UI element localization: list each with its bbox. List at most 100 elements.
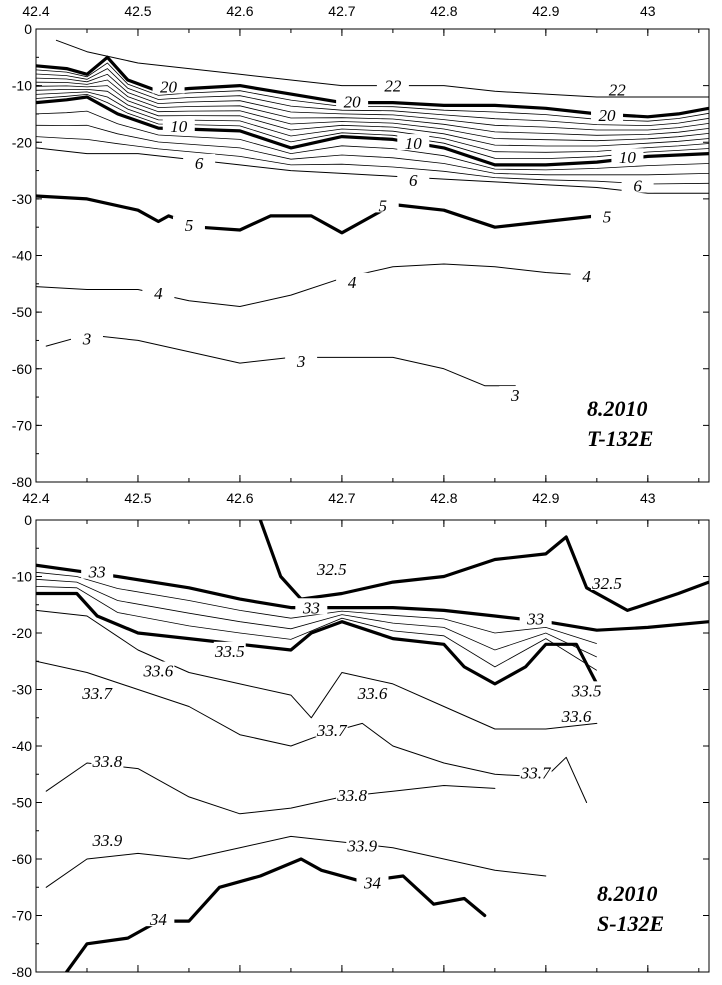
- contour-line-22: [55, 39, 709, 98]
- contour-label: 33.6: [142, 662, 173, 681]
- y-tick-label: -30: [12, 191, 32, 207]
- contour-label: 33: [88, 563, 106, 582]
- contour-label: 10: [619, 148, 637, 167]
- contour-label: 6: [633, 177, 642, 196]
- contour-label-bg: [81, 684, 114, 701]
- contour-label: 4: [582, 267, 591, 286]
- contour-line-intermediate: [36, 110, 709, 171]
- y-tick-label: -60: [12, 361, 32, 377]
- contour-label-bg: [591, 573, 624, 590]
- contour-label-bg: [570, 267, 603, 284]
- contour-label: 33.8: [336, 786, 367, 805]
- contour-label-bg: [172, 216, 205, 233]
- y-tick-label: 0: [24, 21, 32, 37]
- x-tick-label: 42.4: [22, 3, 49, 19]
- y-tick-label: -80: [12, 474, 32, 490]
- x-tick-label: 42.4: [22, 490, 49, 506]
- contour-label-bg: [346, 836, 379, 853]
- x-tick-label: 43: [640, 3, 656, 19]
- contour-line-33: [36, 563, 709, 632]
- contour-label-bg: [611, 148, 644, 165]
- contour-line-33-7: [36, 660, 588, 803]
- contour-label-bg: [560, 706, 593, 723]
- contour-label-bg: [315, 559, 348, 576]
- contour-label: 22: [609, 80, 627, 99]
- contour-label-bg: [519, 609, 552, 626]
- y-tick-label: -80: [12, 964, 32, 980]
- contour-label-bg: [213, 641, 246, 658]
- contour-label: 6: [409, 171, 418, 190]
- contour-line-intermediate: [36, 578, 597, 658]
- contour-label-bg: [519, 763, 552, 780]
- contour-label-bg: [397, 170, 430, 187]
- contour-label: 33.7: [81, 684, 113, 703]
- y-tick-label: -60: [12, 851, 32, 867]
- contour-label: 4: [348, 273, 357, 292]
- section-stamp: T-132E: [587, 426, 653, 451]
- contour-label-bg: [152, 77, 185, 94]
- contour-line-intermediate: [36, 73, 709, 131]
- contour-line-intermediate: [36, 136, 709, 185]
- y-tick-label: -30: [12, 682, 32, 698]
- y-tick-label: -40: [12, 248, 32, 264]
- y-tick-label: -40: [12, 738, 32, 754]
- contour-line-10: [36, 95, 709, 167]
- contour-label: 10: [405, 134, 423, 153]
- contour-label: 33.8: [92, 752, 123, 771]
- contour-label-bg: [356, 684, 389, 701]
- contour-label: 33: [526, 610, 544, 629]
- y-tick-label: -70: [12, 417, 32, 433]
- contour-label: 22: [384, 76, 402, 95]
- section-stamp: S-132E: [597, 911, 664, 936]
- contour-label-bg: [70, 329, 103, 346]
- x-tick-label: 42.5: [124, 490, 151, 506]
- contour-line-intermediate: [36, 91, 709, 153]
- contour-label: 3: [510, 386, 520, 405]
- contour-label-bg: [591, 105, 624, 122]
- contour-line-6: [36, 147, 709, 194]
- x-tick-label: 42.8: [430, 490, 457, 506]
- y-tick-label: -70: [12, 908, 32, 924]
- contour-label-bg: [356, 873, 389, 890]
- contour-label: 33.7: [520, 763, 552, 782]
- y-tick-label: -10: [12, 78, 32, 94]
- contour-label: 20: [344, 93, 362, 112]
- contour-line-intermediate: [36, 571, 597, 644]
- contour-label: 33.6: [357, 684, 388, 703]
- contour-label: 33.7: [316, 721, 348, 740]
- contour-label-bg: [142, 661, 175, 678]
- contour-line-intermediate: [36, 79, 709, 136]
- contour-label-bg: [397, 134, 430, 151]
- contour-label-bg: [499, 386, 532, 403]
- contour-label-bg: [336, 92, 369, 109]
- contour-line-33-9: [45, 835, 547, 888]
- contour-label-bg: [91, 751, 124, 768]
- y-tick-label: -20: [12, 625, 32, 641]
- contour-line-intermediate: [36, 93, 709, 160]
- date-stamp: 8.2010: [597, 881, 658, 906]
- contour-label: 33.6: [561, 707, 592, 726]
- contour-lines: [36, 39, 709, 387]
- contour-line-34: [65, 857, 487, 972]
- contour-line-3: [45, 334, 516, 387]
- contour-label: 5: [185, 216, 194, 235]
- chart-panel-bottom: 0 -10 -20 -30 -40 -50 -60 -70 -80 42.4 42.5 42.6 42.…: [12, 490, 710, 980]
- contour-line-intermediate: [36, 124, 709, 176]
- contour-label: 33: [302, 598, 320, 617]
- x-tick-label: 42.9: [532, 3, 559, 19]
- x-tick-label: 42.5: [124, 3, 151, 19]
- contour-label-bg: [295, 598, 328, 615]
- contour-line-33-5: [36, 591, 599, 686]
- contour-label: 33.5: [214, 642, 245, 661]
- contour-label-bg: [336, 785, 369, 802]
- contour-label-bg: [142, 284, 175, 301]
- chart-panel-top: 0 -10 -20 -30 -40 -50 -60 -70 -80 42.4 42.5 42.6 42.…: [12, 3, 710, 490]
- contour-label-bg: [142, 910, 175, 927]
- contour-label: 20: [599, 106, 617, 125]
- x-tick-label: 42.7: [328, 3, 355, 19]
- contour-label-bg: [376, 76, 409, 93]
- contour-label-bg: [336, 272, 369, 289]
- contour-label: 32.5: [316, 560, 347, 579]
- contour-label: 10: [170, 117, 188, 136]
